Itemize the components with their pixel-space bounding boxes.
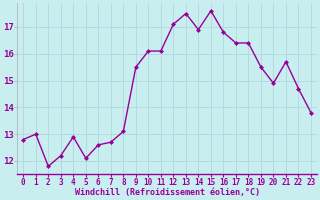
- X-axis label: Windchill (Refroidissement éolien,°C): Windchill (Refroidissement éolien,°C): [75, 188, 260, 197]
